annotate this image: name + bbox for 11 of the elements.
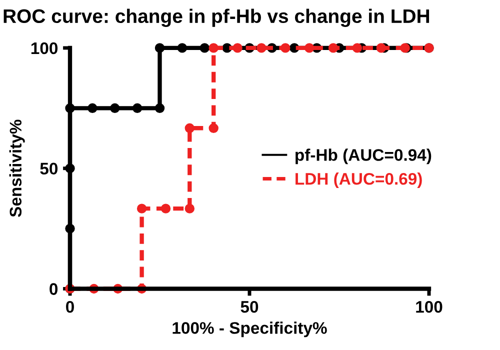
y-tick-label: 0: [50, 283, 58, 295]
legend-label: LDH (AUC=0.69): [296, 172, 422, 188]
x-tick-label: 100: [416, 300, 442, 313]
legend-label: pf-Hb (AUC=0.94): [296, 148, 432, 164]
y-tick-label: 50: [40, 162, 58, 175]
y-axis-title: Sensitivity%: [9, 120, 25, 217]
x-axis-title: 100% - Specificity%: [172, 322, 327, 338]
x-tick-label: 0: [66, 300, 74, 313]
y-tick-label: 100: [31, 42, 58, 54]
x-tick-label: 50: [240, 300, 258, 313]
chart-title: ROC curve: change in pf-Hb vs change in LDH: [4, 8, 430, 27]
